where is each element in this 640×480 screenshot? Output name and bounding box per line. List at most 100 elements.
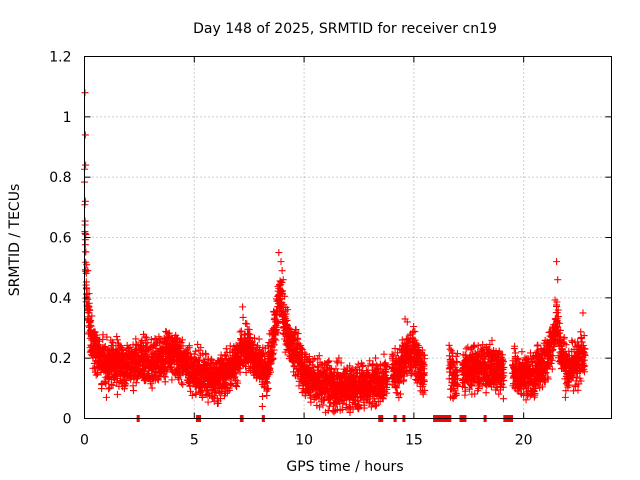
data-point: [99, 331, 107, 339]
data-point: [273, 328, 281, 336]
data-point: [168, 368, 176, 376]
data-point: [105, 385, 113, 393]
data-point: [267, 368, 275, 376]
data-point: [260, 349, 268, 357]
data-point: [315, 364, 323, 372]
data-point: [154, 376, 162, 384]
y-tick-label: 0.8: [49, 170, 71, 186]
data-point: [271, 335, 278, 343]
data-point: [298, 345, 306, 353]
data-point: [226, 381, 234, 389]
data-point: [269, 349, 277, 357]
data-point: [160, 372, 168, 380]
data-point: [263, 379, 271, 387]
y-tick-label: 0: [63, 412, 72, 428]
data-point: [226, 342, 234, 350]
data-point: [263, 392, 271, 400]
data-point: [237, 327, 245, 335]
data-point: [216, 395, 224, 403]
data-point: [183, 348, 191, 356]
data-point: [84, 295, 92, 303]
data-point: [147, 336, 155, 344]
data-point: [245, 326, 253, 334]
x-tick-label: 15: [405, 433, 423, 449]
data-point: [245, 330, 253, 338]
y-axis-label: SRMTID / TECUs: [7, 184, 23, 297]
data-point: [87, 322, 95, 330]
y-tick-label: 0.6: [49, 231, 71, 247]
data-point: [195, 356, 203, 364]
data-point: [177, 379, 185, 387]
data-point: [270, 341, 278, 349]
data-point: [188, 391, 196, 399]
data-point: [264, 384, 272, 392]
y-tick-label: 1: [63, 110, 72, 126]
data-point: [239, 313, 247, 321]
data-point: [148, 384, 156, 392]
data-point: [192, 347, 200, 355]
data-point: [107, 380, 115, 388]
x-tick-label: 10: [295, 433, 313, 449]
data-point: [204, 398, 212, 406]
data-point: [187, 387, 195, 395]
data-point: [259, 392, 267, 400]
data-point: [91, 328, 99, 336]
data-point: [290, 337, 298, 345]
data-point: [168, 376, 176, 384]
x-tick-label: 20: [515, 433, 533, 449]
data-point: [202, 351, 210, 359]
data-point: [132, 340, 140, 348]
data-point: [233, 383, 241, 391]
data-point: [176, 372, 184, 380]
data-point: [292, 326, 300, 334]
data-point: [109, 339, 117, 347]
data-point: [300, 349, 308, 357]
data-point: [240, 331, 248, 339]
data-point: [234, 379, 242, 387]
data-point: [109, 381, 117, 389]
data-point: [295, 340, 303, 348]
data-point: [125, 344, 133, 352]
data-point: [185, 342, 193, 350]
data-point: [269, 355, 277, 363]
data-point: [85, 299, 93, 307]
data-point: [225, 386, 233, 394]
data-point: [82, 248, 90, 256]
data-point: [315, 352, 323, 360]
data-point: [81, 217, 89, 225]
data-points: [80, 89, 589, 422]
data-point: [250, 334, 258, 342]
data-point: [121, 381, 129, 389]
data-point: [92, 371, 100, 379]
data-point: [100, 343, 108, 351]
data-point: [113, 333, 121, 341]
data-point: [179, 381, 187, 389]
y-tick-label: 0.4: [49, 291, 71, 307]
data-point: [232, 370, 240, 378]
data-point: [309, 356, 317, 364]
data-point: [198, 392, 206, 400]
data-point: [129, 387, 137, 395]
data-point: [95, 354, 103, 362]
data-point: [266, 360, 274, 368]
data-point: [284, 306, 292, 314]
data-point: [161, 373, 169, 381]
data-point: [144, 339, 152, 347]
data-point: [138, 337, 146, 345]
data-point: [282, 310, 290, 318]
data-point: [88, 312, 96, 320]
data-point: [305, 353, 313, 361]
data-point: [243, 320, 251, 328]
data-point: [102, 380, 110, 388]
data-point: [151, 334, 159, 342]
data-point: [242, 368, 250, 376]
data-point: [255, 335, 263, 343]
data-point: [236, 368, 244, 376]
data-point: [194, 340, 202, 348]
data-point: [314, 355, 322, 363]
data-point: [113, 336, 121, 344]
data-point: [143, 334, 151, 342]
data-point: [192, 389, 200, 397]
data-point: [184, 345, 192, 353]
data-point: [85, 290, 93, 298]
